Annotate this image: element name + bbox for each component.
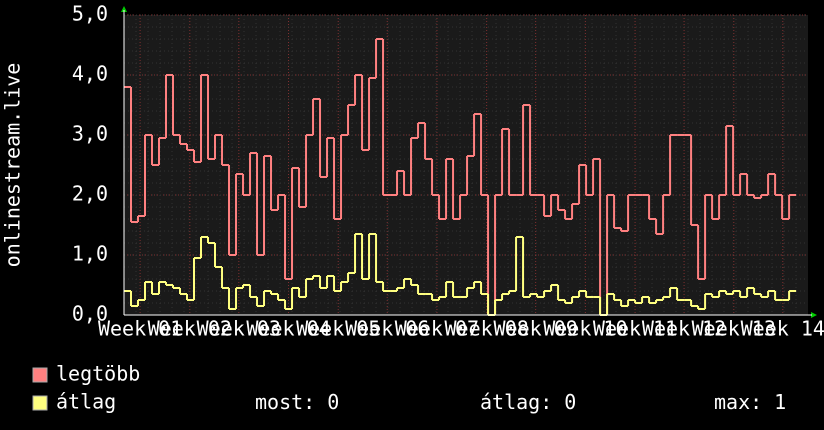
legend-swatch bbox=[32, 367, 48, 383]
x-tick-label: Week 13 bbox=[692, 317, 776, 341]
x-tick-label: Week 12 bbox=[642, 317, 726, 341]
x-tick-label: Week 07 bbox=[395, 317, 479, 341]
x-tick-label: Week 08 bbox=[445, 317, 529, 341]
legend-swatch bbox=[32, 395, 48, 411]
x-tick-label: Week 05 bbox=[296, 317, 380, 341]
y-tick-label: 0,0 bbox=[72, 302, 108, 326]
x-tick-label: Week 03 bbox=[197, 317, 281, 341]
x-tick-label: Week 02 bbox=[148, 317, 232, 341]
x-tick-label: Week 01 bbox=[98, 317, 182, 341]
x-tick-label: Week 11 bbox=[593, 317, 677, 341]
plot-area bbox=[124, 15, 808, 315]
stat-value: 0 bbox=[564, 390, 576, 414]
x-tick-label: Week 10 bbox=[543, 317, 627, 341]
x-tick-label: Week 14 bbox=[741, 317, 824, 341]
legend-label: átlag bbox=[56, 390, 116, 414]
stat: max: 1 bbox=[714, 390, 786, 414]
y-axis-title: onlinestream.live bbox=[1, 63, 25, 268]
y-tick-label: 2,0 bbox=[72, 182, 108, 206]
stat: átlag: 0 bbox=[480, 390, 576, 414]
y-axis-arrow bbox=[121, 6, 127, 12]
y-tick-label: 3,0 bbox=[72, 122, 108, 146]
stat-value: 0 bbox=[327, 390, 339, 414]
x-tick-label: Week 06 bbox=[345, 317, 429, 341]
stat: most: 0 bbox=[255, 390, 339, 414]
y-tick-label: 5,0 bbox=[72, 2, 108, 26]
stat-label: max: bbox=[714, 390, 762, 414]
stat-label: most: bbox=[255, 390, 315, 414]
x-tick-label: Week 09 bbox=[494, 317, 578, 341]
stat-label: átlag: bbox=[480, 390, 552, 414]
legend-label: legtöbb bbox=[56, 362, 140, 386]
stat-value: 1 bbox=[774, 390, 786, 414]
y-tick-label: 1,0 bbox=[72, 242, 108, 266]
y-tick-label: 4,0 bbox=[72, 62, 108, 86]
x-tick-label: Week 04 bbox=[246, 317, 330, 341]
x-axis-arrow bbox=[811, 312, 817, 318]
